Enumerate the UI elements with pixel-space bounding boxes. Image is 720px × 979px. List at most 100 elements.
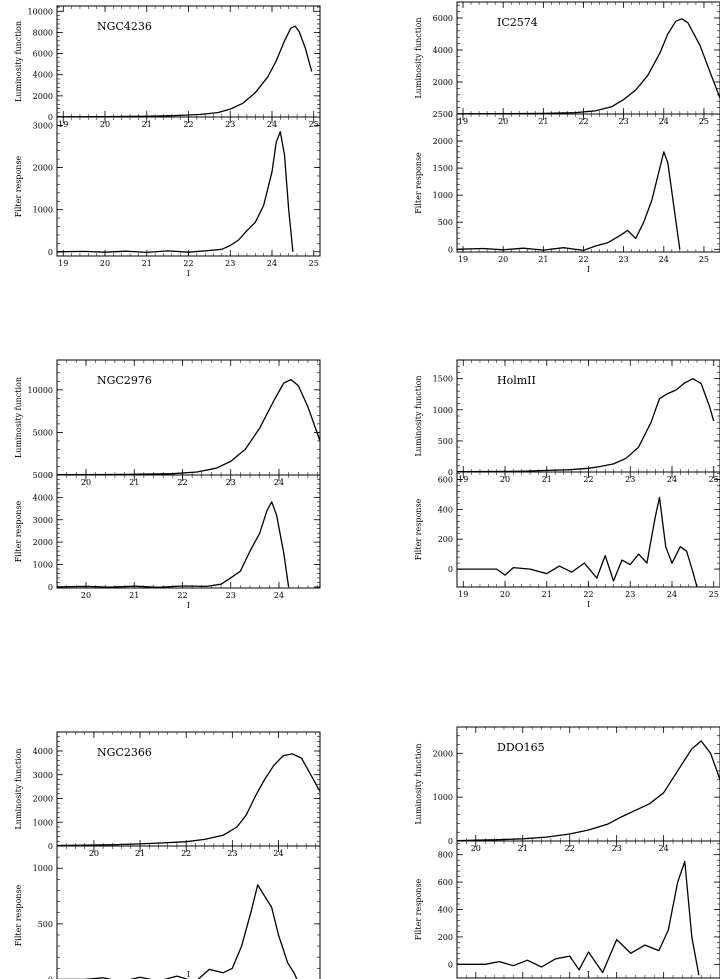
luminosity-function-xtick-label: 20 (81, 478, 91, 487)
luminosity-function-ytick-label: 8000 (33, 28, 53, 37)
filter-response-ytick-label: 2000 (33, 538, 53, 547)
filter-response-ytick-label: 0 (448, 960, 453, 969)
filter-response-curve (56, 501, 290, 588)
luminosity-function-xtick-label: 20 (500, 475, 510, 484)
filter-response-ytick-label: 1000 (33, 864, 53, 873)
luminosity-function-curve (56, 25, 313, 118)
luminosity-function-ytick-label: 6000 (33, 50, 53, 59)
filter-response-axes-frame (456, 113, 720, 253)
filter-response-xtick-label: 21 (538, 255, 548, 264)
filter-response-ytick-label: 3000 (33, 516, 53, 525)
luminosity-function-xtick-label: 21 (518, 844, 528, 853)
filter-response-ytick-label: 0 (448, 565, 453, 574)
luminosity-function-xtick-label: 19 (58, 120, 68, 129)
filter-response-xtick-label: 22 (583, 590, 593, 599)
luminosity-function-xtick-label: 25 (699, 117, 709, 126)
filter-response-xtick-label: 23 (226, 591, 236, 600)
filter-response-xtick-label: 19 (458, 590, 468, 599)
filter-response-ylabel: Filter response (14, 884, 23, 946)
filter-response-curve (57, 884, 298, 979)
luminosity-function-curve (56, 378, 321, 476)
luminosity-function-xtick-label: 20 (100, 120, 110, 129)
filter-response-xtick-label: 21 (542, 590, 552, 599)
filter-response-xtick-label: 20 (100, 259, 110, 268)
filter-response-ytick-label: 0 (448, 245, 453, 254)
luminosity-function-xtick-label: 20 (89, 849, 99, 858)
luminosity-function-xtick-label: 22 (565, 844, 575, 853)
luminosity-function-ylabel: Luminosity function (414, 743, 423, 824)
luminosity-function-xtick-label: 23 (612, 844, 622, 853)
filter-response-axes-frame (456, 840, 720, 979)
filter-response-ytick-label: 1000 (433, 191, 453, 200)
galaxy-name-label: NGC2366 (97, 746, 152, 759)
luminosity-function-xtick-label: 19 (458, 475, 468, 484)
filter-response-xtick-label: 22 (183, 259, 193, 268)
filter-response-ytick-label: 1000 (33, 561, 53, 570)
luminosity-function-ytick-label: 5000 (33, 428, 53, 437)
filter-response-axes-frame (56, 116, 321, 257)
luminosity-function-ylabel: Luminosity function (414, 375, 423, 456)
filter-response-xlabel: I (187, 970, 190, 979)
filter-response-ytick-label: 500 (438, 218, 453, 227)
filter-response-ytick-label: 3000 (33, 121, 53, 130)
luminosity-function-xtick-label: 24 (659, 117, 669, 126)
filter-response-ytick-label: 200 (438, 933, 453, 942)
luminosity-function-ytick-label: 4000 (433, 46, 453, 55)
filter-response-ylabel: Filter response (414, 878, 423, 940)
luminosity-function-curve (456, 378, 715, 473)
filter-response-xtick-label: 24 (667, 590, 677, 599)
luminosity-function-ytick-label: 4000 (33, 747, 53, 756)
luminosity-function-xtick-label: 22 (578, 117, 588, 126)
filter-response-axes-frame (56, 845, 321, 979)
luminosity-function-xtick-label: 21 (129, 478, 139, 487)
filter-response-xlabel: I (587, 600, 590, 609)
luminosity-function-xtick-label: 21 (142, 120, 152, 129)
filter-response-ytick-label: 1500 (433, 164, 453, 173)
luminosity-function-xtick-label: 25 (709, 475, 719, 484)
luminosity-function-ytick-label: 2000 (33, 92, 53, 101)
filter-response-xtick-label: 25 (709, 590, 719, 599)
luminosity-function-xtick-label: 21 (538, 117, 548, 126)
filter-response-curve (56, 131, 294, 254)
filter-response-xtick-label: 20 (498, 255, 508, 264)
luminosity-function-xtick-label: 23 (225, 120, 235, 129)
luminosity-function-ytick-label: 1000 (433, 793, 453, 802)
panel-holmii: 0 500 1000 1500 19 20 21 22 23 24 25 Luminosity fun… (414, 359, 720, 609)
filter-response-ytick-label: 2000 (33, 164, 53, 173)
filter-response-ytick-label: 400 (438, 505, 453, 514)
luminosity-function-ylabel: Luminosity function (14, 21, 23, 102)
filter-response-ytick-label: 0 (48, 248, 53, 257)
luminosity-function-curve (56, 753, 321, 847)
filter-response-ytick-label: 600 (438, 475, 453, 484)
filter-response-xtick-label: 22 (177, 591, 187, 600)
luminosity-function-xtick-label: 22 (177, 478, 187, 487)
luminosity-function-ytick-label: 10000 (28, 386, 53, 395)
luminosity-function-xtick-label: 23 (619, 117, 629, 126)
luminosity-function-xtick-label: 23 (227, 849, 237, 858)
filter-response-axes-frame (56, 474, 321, 589)
luminosity-function-ytick-label: 0 (448, 110, 453, 119)
luminosity-function-ylabel: Luminosity function (14, 377, 23, 458)
luminosity-function-ytick-label: 500 (438, 437, 453, 446)
filter-response-xlabel: I (187, 269, 190, 278)
luminosity-function-ytick-label: 4000 (33, 71, 53, 80)
luminosity-function-xtick-label: 20 (471, 844, 481, 853)
filter-response-ytick-label: 1000 (33, 206, 53, 215)
luminosity-function-xtick-label: 22 (181, 849, 191, 858)
filter-response-ytick-label: 800 (438, 851, 453, 860)
panel-ngc2366: 0 1000 2000 3000 4000 20 21 22 23 24 Luminosity fu… (14, 731, 321, 979)
panel-ic2574: 0 2000 4000 6000 19 20 21 22 23 24 25 Luminosity fu… (414, 1, 720, 274)
filter-response-ytick-label: 5000 (33, 471, 53, 480)
filter-response-curve (457, 496, 698, 588)
filter-response-xtick-label: 24 (659, 255, 669, 264)
filter-response-xlabel: I (187, 601, 190, 610)
luminosity-function-ytick-label: 2000 (433, 749, 453, 758)
filter-response-xtick-label: 24 (267, 259, 277, 268)
luminosity-function-xtick-label: 20 (498, 117, 508, 126)
luminosity-function-curve (456, 18, 720, 115)
luminosity-function-curve (456, 740, 720, 842)
luminosity-function-ylabel: Luminosity function (414, 17, 423, 98)
